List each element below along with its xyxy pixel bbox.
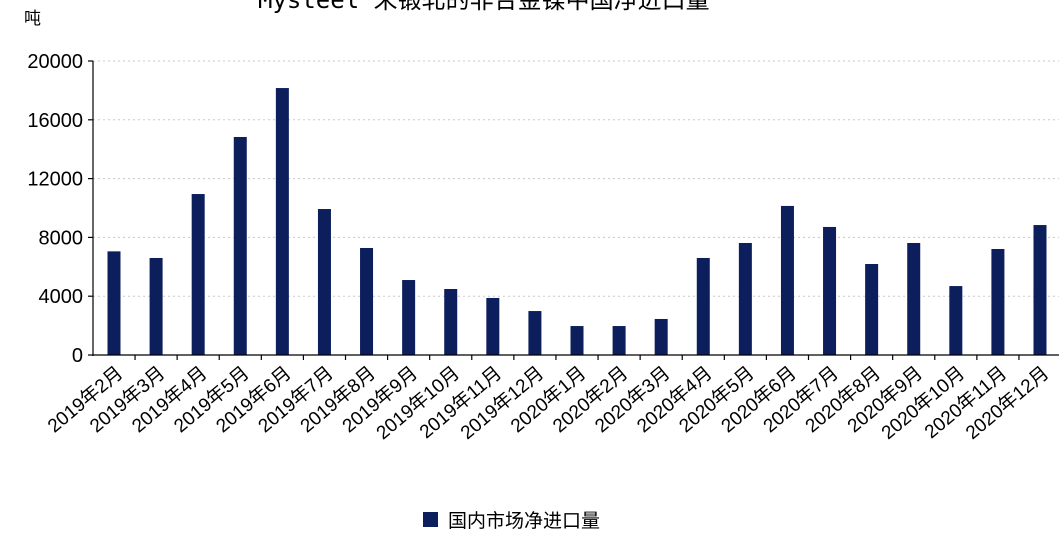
bar <box>1033 225 1047 355</box>
bar <box>360 247 374 355</box>
y-tick-label: 8000 <box>39 227 84 249</box>
bars <box>107 88 1047 355</box>
bar <box>275 88 289 355</box>
bar <box>949 286 963 355</box>
y-tick-label: 16000 <box>27 110 83 132</box>
bar <box>654 318 668 355</box>
bar <box>696 257 710 355</box>
legend: 国内市场净进口量 <box>423 510 600 532</box>
y-tick-label: 20000 <box>27 51 83 73</box>
bar <box>149 257 163 355</box>
bar <box>991 249 1005 355</box>
y-tick-label: 4000 <box>39 286 84 308</box>
x-axis-ticks: 2019年2月2019年3月2019年4月2019年5月2019年6月2019年… <box>43 355 1053 444</box>
bar <box>107 251 121 355</box>
legend-label: 国内市场净进口量 <box>448 510 600 532</box>
bar <box>612 326 626 355</box>
bar <box>907 242 921 355</box>
y-tick-label: 12000 <box>27 169 83 191</box>
bar <box>865 264 879 355</box>
y-axis-unit: 吨 <box>24 9 41 29</box>
bar <box>486 297 500 355</box>
bar <box>191 194 205 355</box>
gridlines <box>93 60 1059 297</box>
bar <box>780 205 794 355</box>
bar <box>823 226 837 355</box>
bar <box>233 136 247 355</box>
bar <box>738 242 752 355</box>
y-tick-label: 0 <box>72 345 83 367</box>
bar <box>402 280 416 355</box>
legend-swatch <box>423 512 438 527</box>
y-axis-ticks: 0 4000 8000 12000 16000 20000 <box>27 51 93 367</box>
chart-title: Mysteel 未锻轧的非合金镍中国净进口量 <box>258 0 710 14</box>
bar <box>444 288 458 355</box>
bar <box>528 311 542 355</box>
bar <box>317 209 331 355</box>
bar <box>570 326 584 355</box>
